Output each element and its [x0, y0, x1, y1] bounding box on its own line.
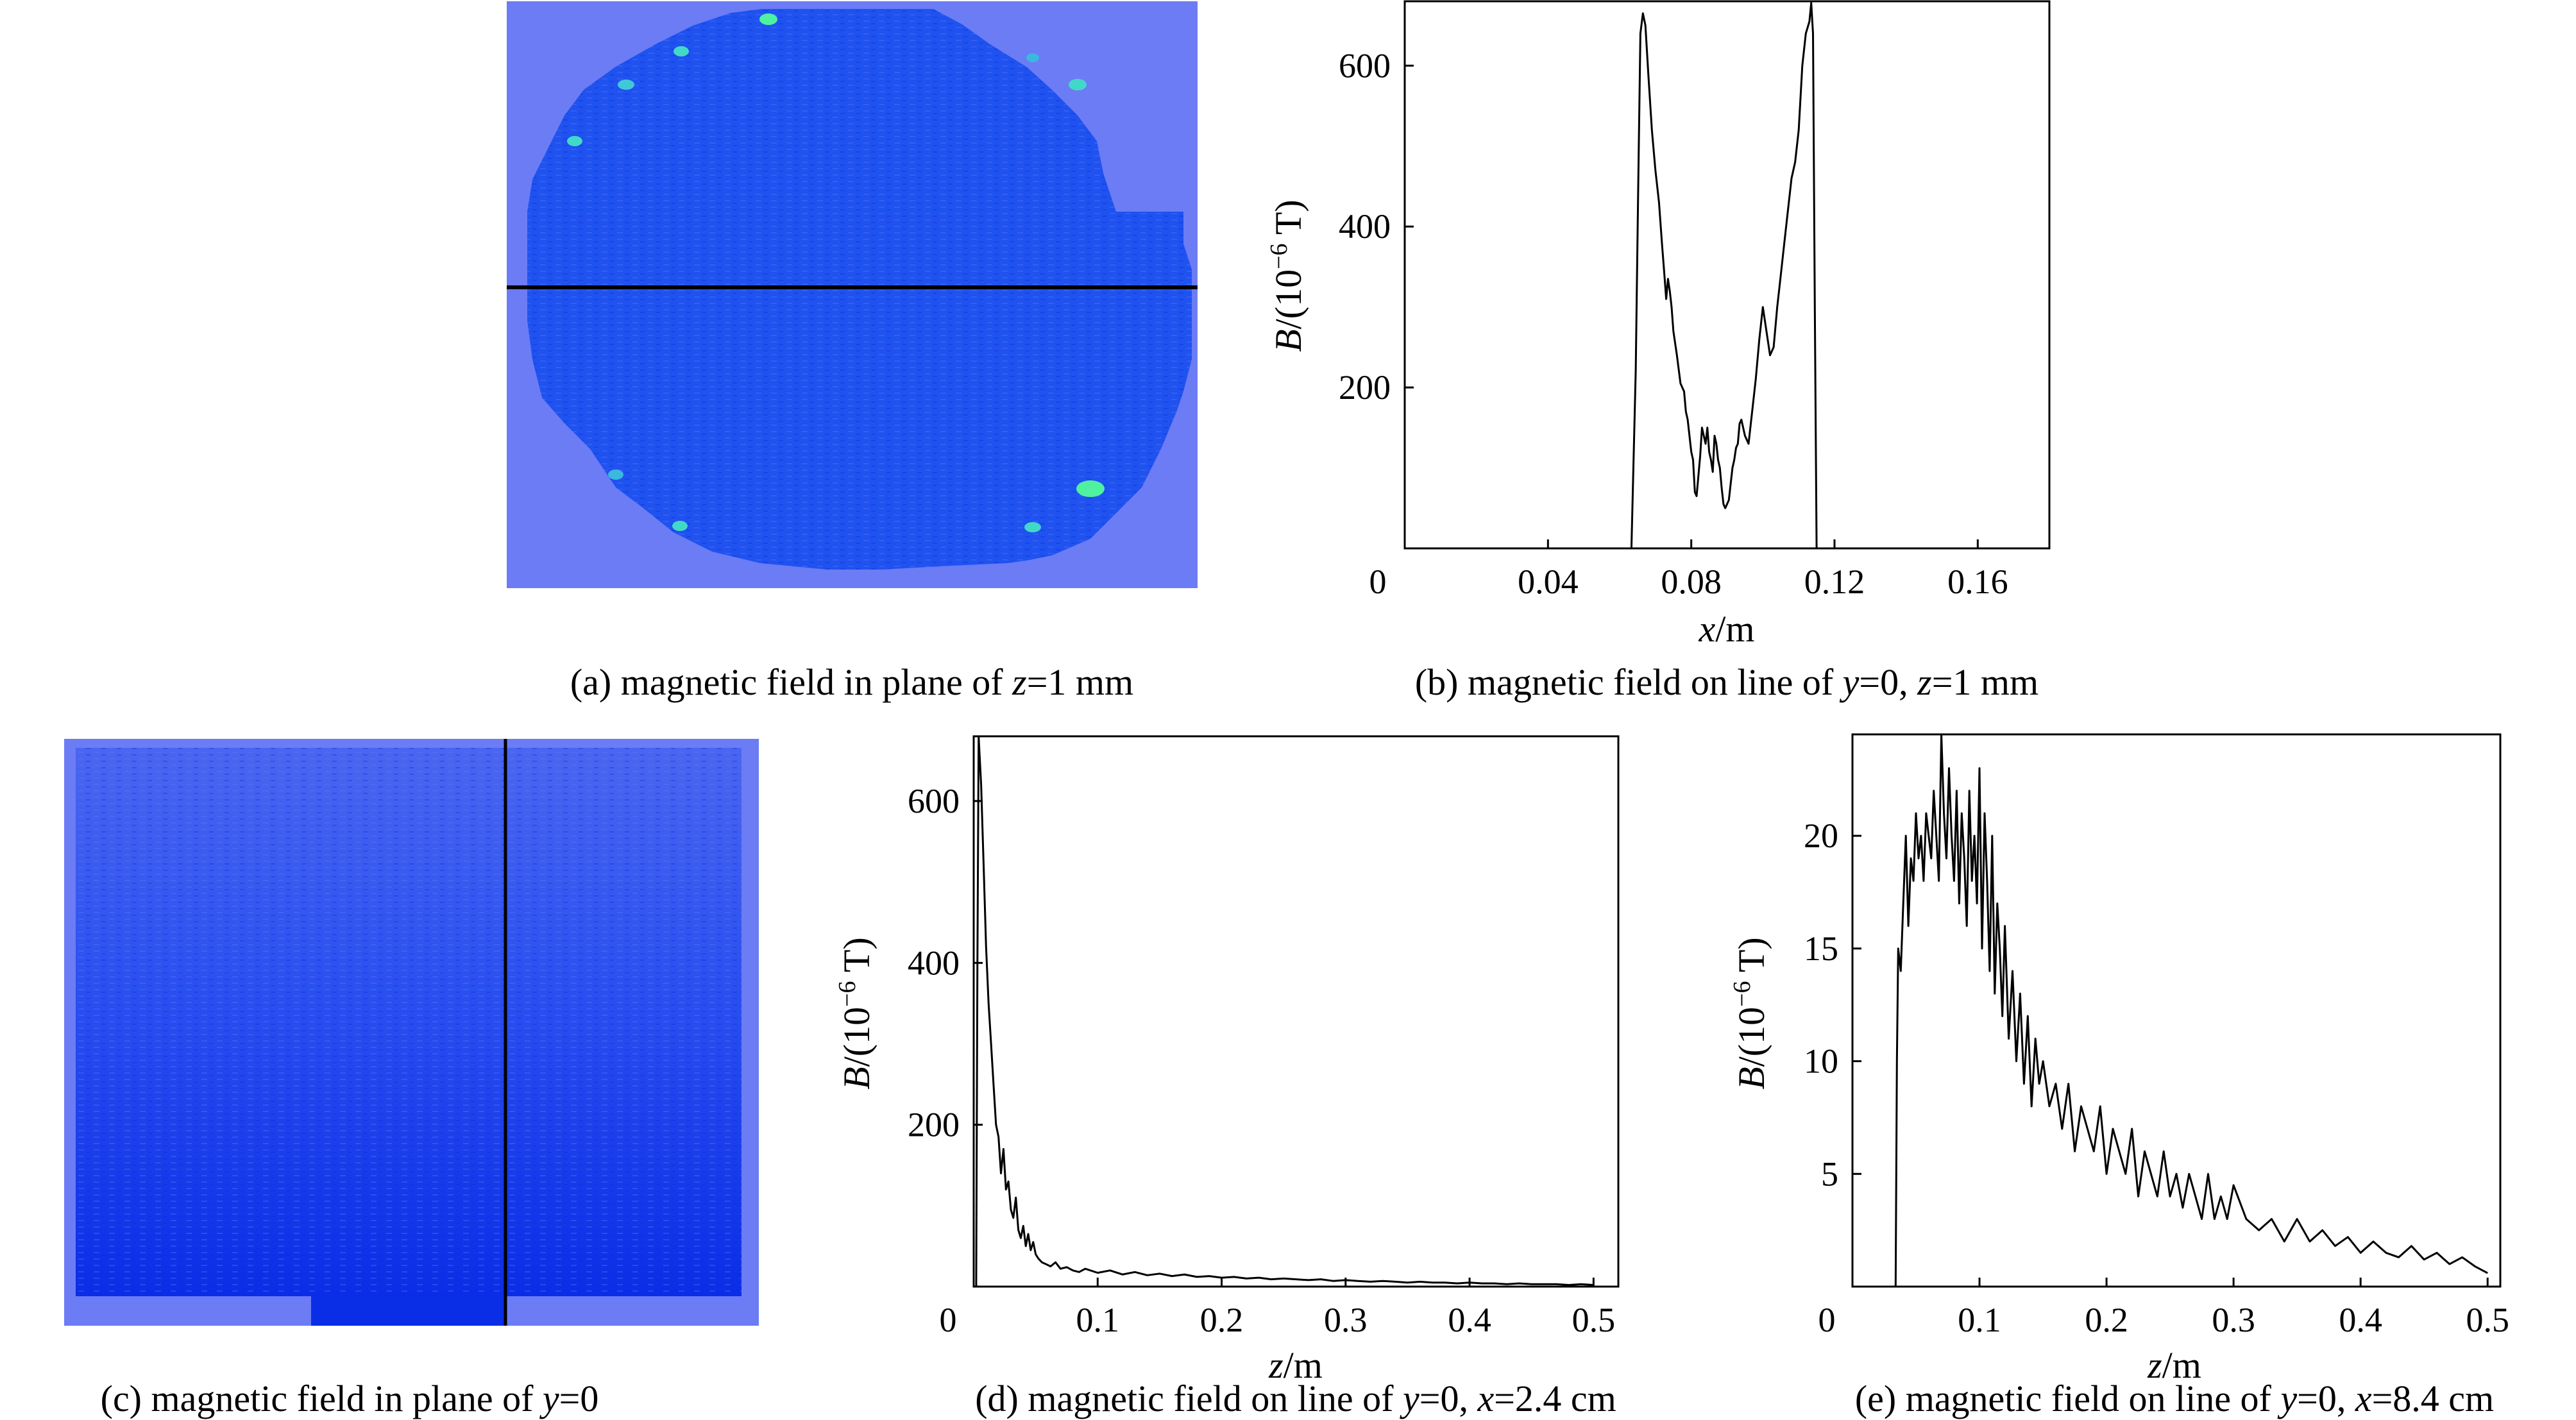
chart-e-ytick-label: 20 — [1804, 816, 1838, 855]
panel-c-texture — [76, 748, 741, 1296]
chart-d-ylabel: B/(10−6 T) — [834, 937, 877, 1090]
chart-e: 0.1 0.2 0.3 0.4 0.5 5 10 15 20 0 z/m B/(10−6 T) — [1729, 733, 2509, 1386]
chart-d-xtick-label: 0.1 — [1076, 1301, 1120, 1339]
caption-a: (a) magnetic field in plane of z=1 mm — [570, 661, 1133, 703]
chart-d-ytick-label: 600 — [908, 782, 960, 820]
panel-a-heatmap — [507, 1, 1198, 588]
panel-a-hotspot — [1026, 53, 1039, 62]
chart-d-origin-label: 0 — [940, 1301, 957, 1339]
chart-e-xtick-label: 0.3 — [2212, 1301, 2255, 1339]
chart-e-origin-label: 0 — [1818, 1301, 1836, 1339]
chart-b-ytick-label: 400 — [1339, 207, 1391, 246]
panel-a-hotspot — [1069, 79, 1087, 90]
chart-e-series-line — [1894, 733, 2488, 1287]
panel-a-hotspot — [608, 469, 623, 480]
chart-e-ylabel: B/(10−6 T) — [1729, 937, 1772, 1090]
caption-e: (e) magnetic field on line of y=0, x=8.4… — [1855, 1378, 2494, 1419]
panel-c-base-block — [311, 1295, 507, 1326]
chart-b-xtick-label: 0.12 — [1804, 562, 1865, 601]
panel-a-hotspot — [1024, 522, 1041, 532]
panel-a-hotspot — [567, 136, 582, 146]
chart-b-xtick-label: 0.08 — [1661, 562, 1722, 601]
panel-a-hotspot — [618, 80, 634, 90]
chart-b-frame — [1403, 0, 2051, 550]
chart-d-frame — [972, 735, 1620, 1288]
panel-a-hotspot — [672, 521, 688, 531]
chart-d-series-line — [975, 735, 1594, 1287]
chart-d-ytick-label: 200 — [908, 1106, 960, 1144]
chart-b-xtick-label: 0.04 — [1518, 562, 1579, 601]
caption-c: (c) magnetic field in plane of y=0 — [101, 1378, 599, 1419]
chart-b-series-line — [1630, 2, 1818, 549]
panel-a-hotspot — [674, 46, 689, 56]
panel-a-hotspot — [759, 13, 777, 25]
chart-e-frame — [1851, 733, 2502, 1288]
chart-b-ytick-label: 200 — [1339, 368, 1391, 407]
chart-b-xtick-label: 0.16 — [1947, 562, 2008, 601]
chart-d-xtick-label: 0.2 — [1200, 1301, 1244, 1339]
chart-d-ticks: 0.1 0.2 0.3 0.4 0.5 200 400 600 — [908, 782, 1615, 1339]
chart-e-ytick-label: 5 — [1821, 1154, 1838, 1193]
chart-d-ytick-label: 400 — [908, 943, 960, 982]
caption-d: (d) magnetic field on line of y=0, x=2.4… — [975, 1378, 1616, 1419]
chart-d-xlabel: z/m — [1268, 1344, 1323, 1386]
chart-d-xtick-label: 0.5 — [1572, 1301, 1616, 1339]
chart-b: 0.04 0.08 0.12 0.16 200 400 600 0 x/m B/(10−6 … — [1266, 0, 2051, 650]
caption-b: (b) magnetic field on line of y=0, z=1 m… — [1415, 661, 2038, 703]
chart-b-ylabel: B/(10−6 T) — [1266, 199, 1309, 352]
chart-d-xtick-label: 0.3 — [1324, 1301, 1368, 1339]
chart-d: 0.1 0.2 0.3 0.4 0.5 200 400 600 0 z/m B/(10−6 T… — [834, 735, 1620, 1386]
chart-e-xtick-label: 0.5 — [2466, 1301, 2509, 1339]
chart-b-xlabel: x/m — [1699, 608, 1755, 650]
chart-e-xtick-label: 0.4 — [2339, 1301, 2382, 1339]
chart-e-ytick-label: 10 — [1804, 1042, 1838, 1081]
chart-b-ytick-label: 600 — [1339, 46, 1391, 85]
chart-e-xtick-label: 0.2 — [2085, 1301, 2128, 1339]
chart-b-origin-label: 0 — [1369, 562, 1387, 601]
chart-e-ticks: 0.1 0.2 0.3 0.4 0.5 5 10 15 20 — [1804, 816, 2509, 1339]
chart-e-xlabel: z/m — [2147, 1344, 2201, 1386]
panel-a-hotspot — [1076, 480, 1105, 497]
chart-d-xtick-label: 0.4 — [1448, 1301, 1491, 1339]
chart-b-ticks: 0.04 0.08 0.12 0.16 200 400 600 — [1339, 46, 2008, 601]
panel-c-heatmap — [64, 739, 759, 1326]
chart-e-ytick-label: 15 — [1804, 929, 1838, 968]
chart-e-xtick-label: 0.1 — [1958, 1301, 2001, 1339]
